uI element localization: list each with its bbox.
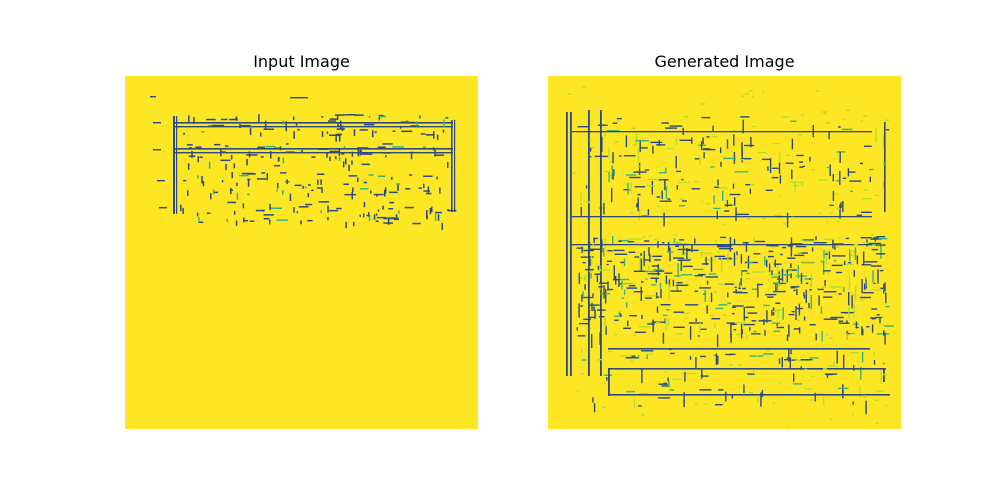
input-image-artwork [150,96,457,230]
generated-image-artwork [566,86,895,428]
input-image-panel [125,76,478,429]
generated-image-title: Generated Image [654,52,795,71]
input-image-title: Input Image [253,52,350,71]
generated-image-panel [548,76,901,429]
